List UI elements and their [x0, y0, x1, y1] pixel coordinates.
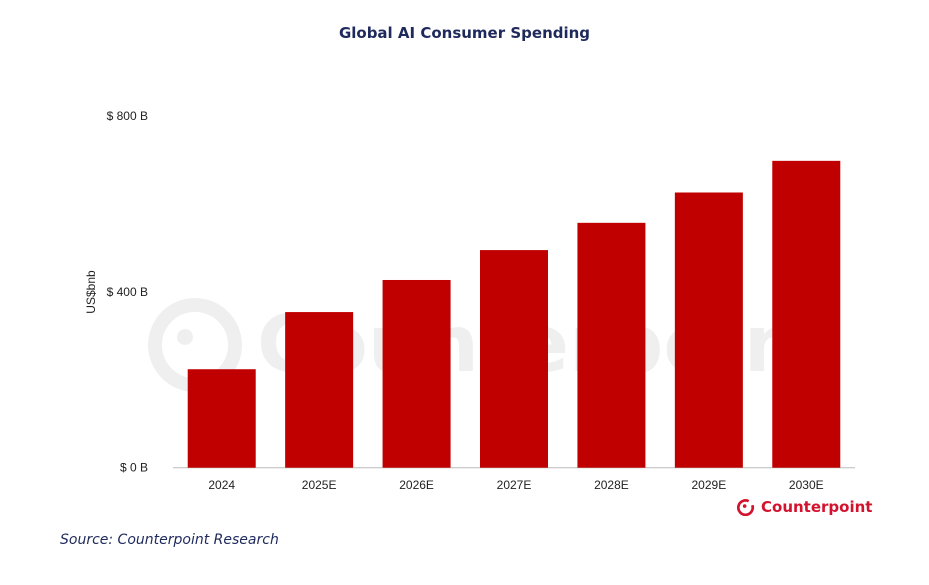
bar-2028E [577, 222, 646, 468]
y-tick-label: $ 400 B [107, 285, 148, 299]
y-tick-label: $ 0 B [120, 461, 148, 475]
source-note: Source: Counterpoint Research [60, 532, 279, 548]
x-tick-label: 2026E [399, 478, 434, 492]
bar-2025E [285, 312, 354, 468]
counterpoint-logo-icon [737, 499, 755, 516]
bar-2027E [480, 250, 548, 468]
x-tick-label: 2030E [789, 478, 824, 492]
y-tick-label: $ 800 B [107, 109, 148, 123]
bar-2030E [772, 160, 841, 468]
chart-title: Global AI Consumer Spending [338, 24, 591, 42]
y-axis-label: US$bnb [84, 270, 98, 314]
x-tick-label: 2025E [302, 478, 337, 492]
bar-chart: $ 0 B $ 400 B $ 800 B US$bnb 2024 2025E 2026E 2… [84, 109, 855, 492]
bar-2024 [187, 369, 256, 468]
x-tick-label: 2028E [594, 478, 629, 492]
x-tick-label: 2027E [497, 478, 532, 492]
x-tick-label: 2029E [692, 478, 727, 492]
counterpoint-logo: Counterpoint [737, 498, 872, 516]
bar-2029E [674, 192, 743, 468]
bar-2026E [382, 279, 451, 468]
x-tick-label: 2024 [208, 478, 235, 492]
logo-text: Counterpoint [761, 498, 873, 516]
